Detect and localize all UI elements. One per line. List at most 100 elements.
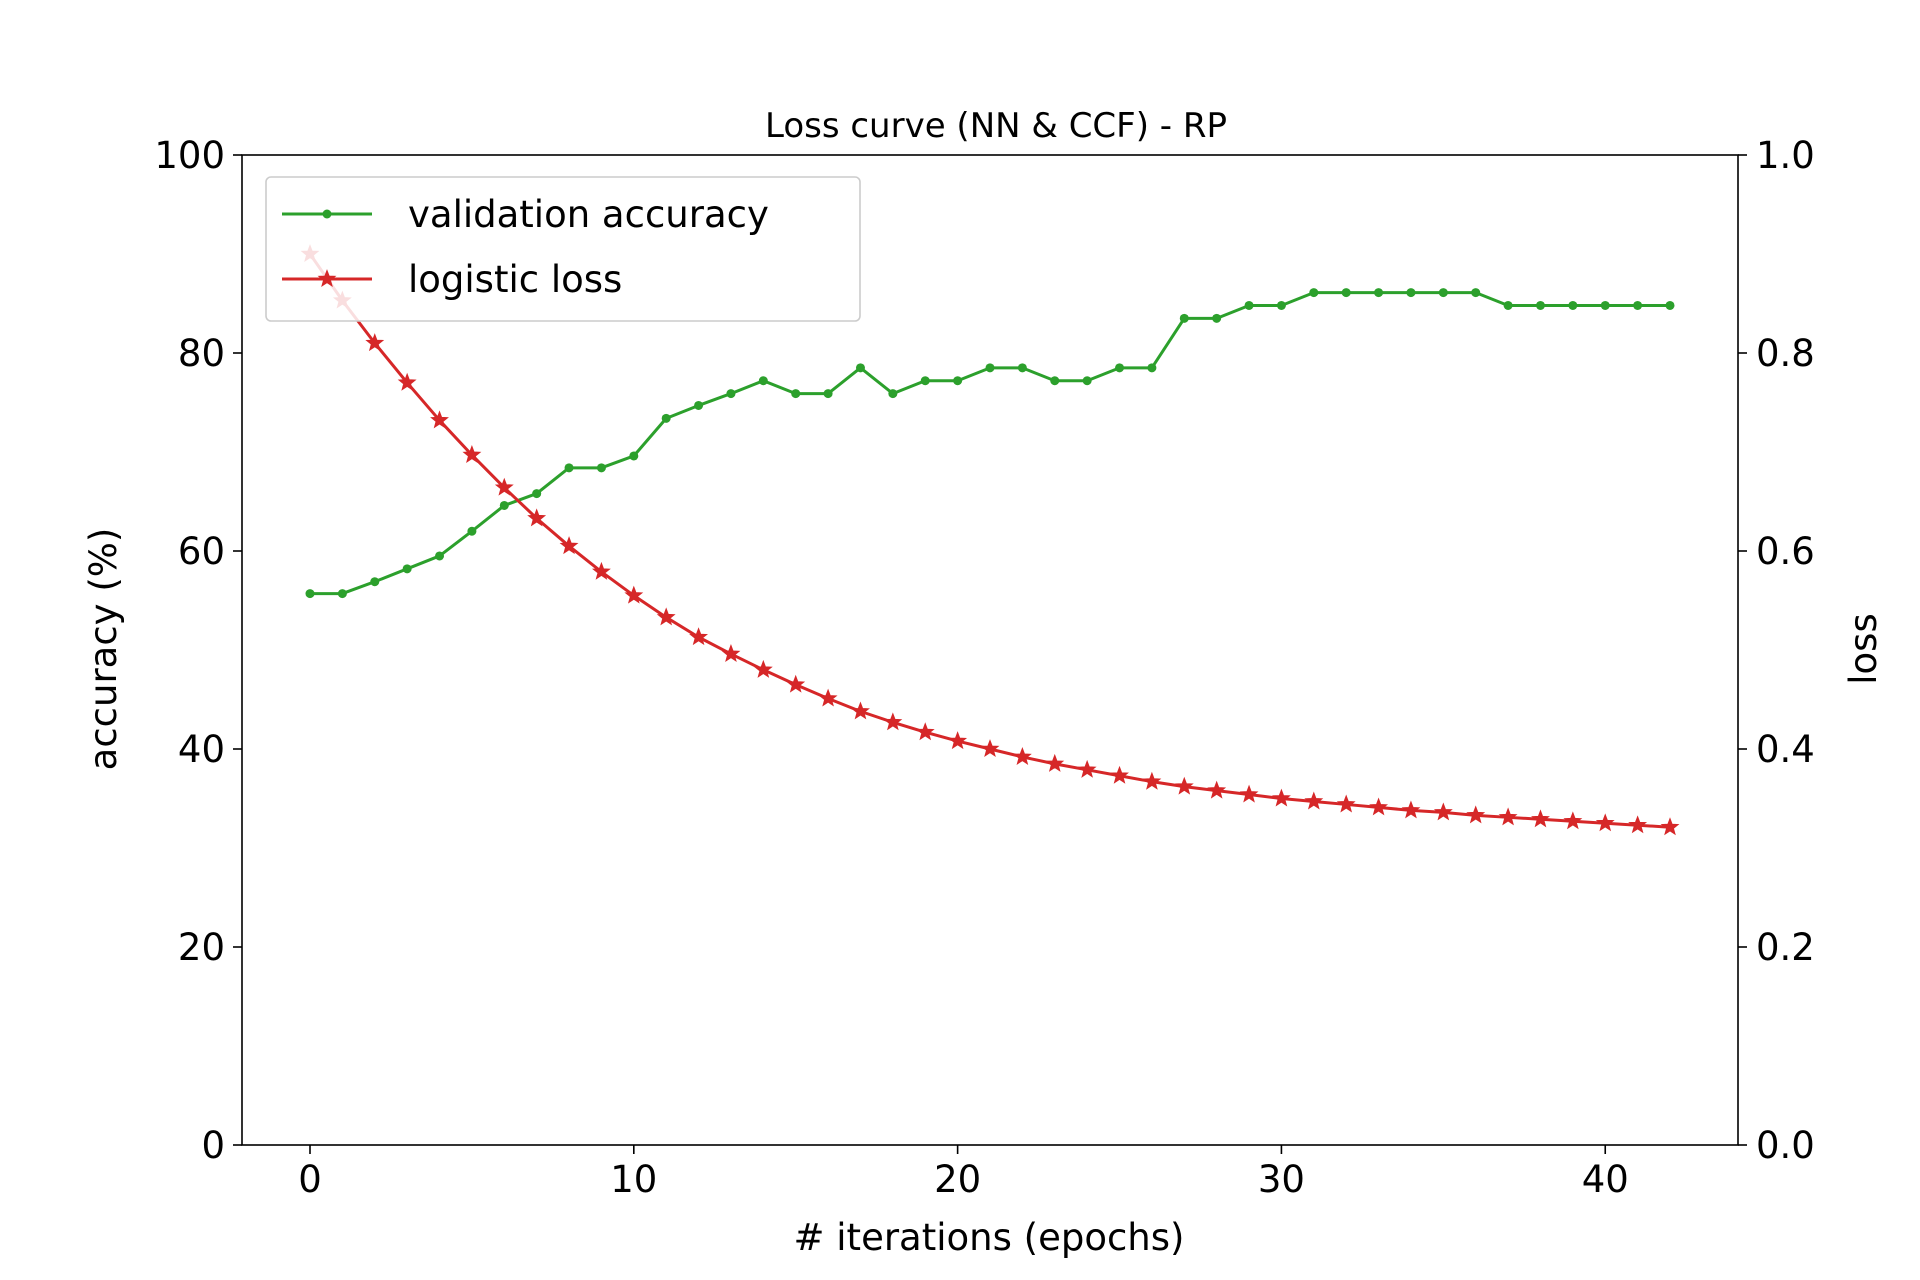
y2-tick-label: 0.4	[1756, 728, 1815, 771]
loss-point	[786, 674, 806, 693]
loss-point	[1077, 759, 1097, 778]
accuracy-point	[305, 589, 315, 599]
legend-loss-marker	[317, 269, 337, 288]
y2-tick-label: 0.8	[1756, 332, 1815, 375]
loss-point	[656, 607, 676, 626]
accuracy-point	[467, 526, 477, 536]
loss-point	[689, 627, 709, 646]
accuracy-point	[1471, 288, 1481, 298]
loss-point	[1563, 811, 1583, 830]
accuracy-point	[1212, 313, 1222, 323]
legend-accuracy-marker	[322, 209, 332, 219]
accuracy-point	[953, 376, 963, 386]
accuracy-point	[1406, 288, 1416, 298]
loss-point	[462, 445, 482, 463]
loss-point	[1239, 784, 1259, 803]
loss-point	[1660, 817, 1680, 836]
y-tick-label: 80	[178, 332, 225, 375]
loss-point	[494, 477, 514, 496]
loss-point	[1207, 780, 1227, 799]
y-tick-label: 0	[201, 1124, 225, 1167]
accuracy-point	[758, 376, 768, 386]
loss-point	[753, 659, 773, 678]
loss-point	[1369, 797, 1389, 816]
x-tick-label: 20	[934, 1158, 981, 1201]
loss-point	[397, 372, 417, 391]
y2-tick-label: 0.0	[1756, 1124, 1815, 1167]
legend-loss-label: logistic loss	[408, 258, 622, 301]
y2-axis-label: loss	[1842, 613, 1885, 684]
loss-point	[948, 731, 968, 750]
loss-point	[915, 722, 935, 741]
accuracy-point	[1276, 300, 1286, 310]
accuracy-point	[855, 363, 865, 373]
accuracy-point	[1309, 288, 1319, 298]
y2-tick-label: 0.6	[1756, 530, 1815, 573]
loss-point	[1110, 765, 1129, 784]
loss-point	[365, 333, 385, 352]
x-tick-label: 10	[610, 1158, 657, 1201]
y2-tick-label: 0.2	[1756, 926, 1815, 969]
accuracy-line	[310, 291, 1670, 596]
y-tick-label: 40	[178, 728, 225, 771]
accuracy-point	[1147, 363, 1157, 373]
accuracy-point	[1244, 300, 1254, 310]
x-tick-label: 30	[1258, 1158, 1305, 1201]
accuracy-point	[1535, 300, 1545, 310]
loss-point	[559, 536, 579, 555]
loss-point	[527, 508, 547, 527]
accuracy-point	[402, 564, 412, 574]
accuracy-point	[1600, 300, 1610, 310]
plot-area: 0 10 20 30 40 0 20 40 60 80 100 0.0 0.2 0.4 0.6 0.8 1.0	[154, 134, 1814, 1201]
accuracy-point	[791, 389, 801, 399]
loss-point	[883, 712, 903, 731]
loss-point	[1271, 788, 1291, 807]
loss-point	[1628, 815, 1648, 834]
y-axis-label: accuracy (%)	[82, 528, 125, 771]
accuracy-point	[1179, 313, 1189, 323]
accuracy-point	[823, 389, 833, 399]
loss-point	[591, 561, 611, 580]
y2-tick-label: 1.0	[1756, 134, 1815, 177]
accuracy-point	[1374, 288, 1384, 298]
loss-point	[1595, 813, 1615, 832]
chart-title: Loss curve (NN & CCF) - RP	[765, 106, 1227, 146]
loss-point	[1531, 809, 1550, 828]
accuracy-point	[499, 500, 509, 510]
accuracy-point	[564, 463, 574, 473]
loss-point	[1401, 800, 1421, 819]
accuracy-point	[694, 400, 704, 410]
accuracy-point	[726, 389, 736, 399]
accuracy-point	[596, 463, 606, 473]
accuracy-point	[1017, 363, 1027, 373]
accuracy-point	[1438, 288, 1448, 298]
y-tick-label: 20	[178, 926, 225, 969]
loss-point	[1174, 776, 1194, 795]
loss-point	[818, 688, 838, 707]
legend-accuracy-label: validation accuracy	[408, 193, 769, 236]
accuracy-point	[370, 577, 380, 587]
accuracy-point	[888, 389, 898, 399]
accuracy-point	[1633, 300, 1643, 310]
loss-point	[1045, 753, 1065, 772]
loss-point	[1466, 805, 1486, 824]
x-tick-label: 0	[298, 1158, 322, 1201]
y-tick-label: 100	[154, 134, 225, 177]
x-tick-label: 40	[1582, 1158, 1629, 1201]
loss-point	[721, 644, 741, 662]
accuracy-point	[1082, 376, 1092, 386]
y-tick-label: 60	[178, 530, 225, 573]
loss-point	[1012, 747, 1032, 765]
loss-point	[624, 585, 644, 604]
loss-point	[1498, 807, 1518, 826]
accuracy-point	[661, 413, 671, 423]
accuracy-point	[435, 551, 445, 561]
accuracy-point	[1341, 288, 1351, 298]
loss-point	[1304, 791, 1324, 810]
accuracy-point	[337, 589, 347, 599]
accuracy-point	[1503, 300, 1513, 310]
legend-box	[265, 176, 861, 322]
loss-point	[1336, 794, 1356, 813]
accuracy-point	[1115, 363, 1125, 373]
